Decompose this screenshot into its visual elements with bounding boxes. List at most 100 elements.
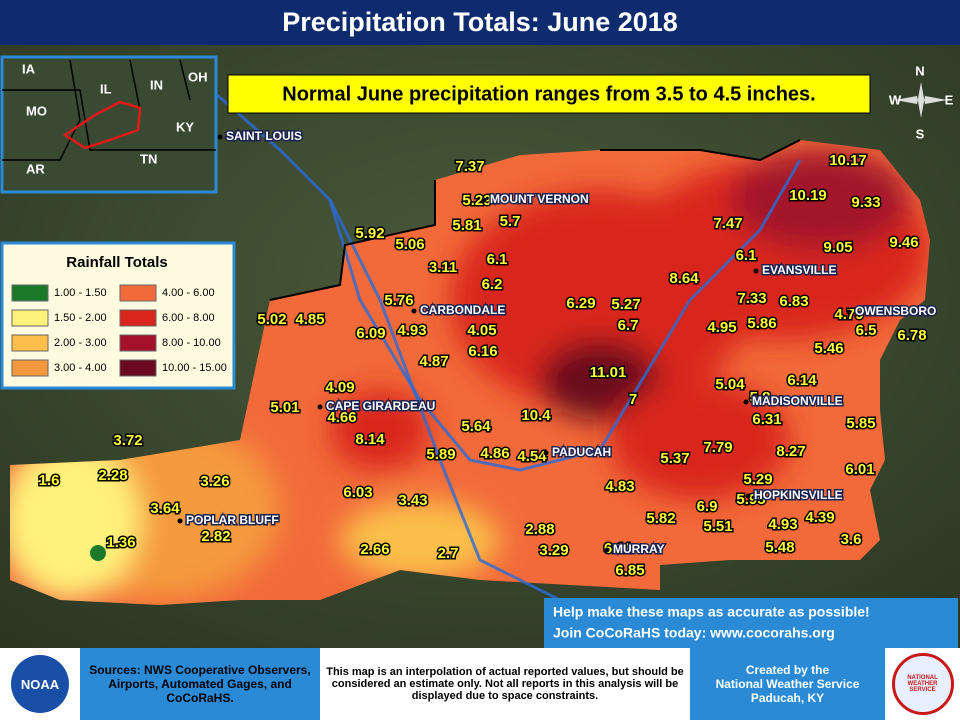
station-value: 5.82 xyxy=(646,510,675,527)
state-label: IL xyxy=(100,81,112,96)
banner xyxy=(227,74,871,114)
station-value: 6.1 xyxy=(736,247,757,264)
city-name: PADUCAH xyxy=(552,445,611,459)
city-name: CAPE GIRARDEAU xyxy=(326,399,435,413)
station-value: 5.89 xyxy=(426,446,455,463)
station-value: 9.33 xyxy=(851,194,880,211)
station-value: 4.54 xyxy=(517,448,547,465)
noaa-logo: NOAA xyxy=(11,655,69,713)
station-value: 9.46 xyxy=(889,234,918,251)
state-label: AR xyxy=(26,161,45,176)
station-value: 5.27 xyxy=(611,296,640,313)
station-value: 4.95 xyxy=(707,319,736,336)
station-value: 4.09 xyxy=(325,379,354,396)
legend-swatch xyxy=(11,309,49,327)
station-value: 4.83 xyxy=(605,478,634,495)
compass-w: W xyxy=(889,92,902,107)
station-value: 6.31 xyxy=(752,411,781,428)
station-value: 1.6 xyxy=(39,472,60,489)
legend-label: 6.00 - 8.00 xyxy=(162,312,215,324)
city-name: EVANSVILLE xyxy=(762,263,836,277)
legend: Rainfall Totals 1.00 - 1.50 4.00 - 6.00 1.… xyxy=(0,241,236,390)
city-dot xyxy=(217,134,223,140)
station-value: 3.6 xyxy=(841,531,862,548)
station-value: 3.26 xyxy=(200,473,229,490)
credit: Created by the National Weather Service … xyxy=(690,648,885,720)
station-value: 7.33 xyxy=(737,290,766,307)
city-name: POPLAR BLUFF xyxy=(186,513,279,527)
state-label: IA xyxy=(22,61,36,76)
city-name: MOUNT VERNON xyxy=(490,192,589,206)
station-value: 8.64 xyxy=(669,270,699,287)
credit-line: Paducah, KY xyxy=(750,691,825,705)
station-value: 5.86 xyxy=(747,315,776,332)
city-name: CARBONDALE xyxy=(420,303,505,317)
compass-n: N xyxy=(915,63,924,78)
station-value: 10.17 xyxy=(829,152,867,169)
station-value: 5.51 xyxy=(703,518,732,535)
city-dot xyxy=(411,308,417,314)
legend-label: 1.00 - 1.50 xyxy=(54,287,107,299)
station-value: 6.83 xyxy=(779,293,808,310)
callout-line: Join CoCoRaHS today: www.cocorahs.org xyxy=(553,625,835,641)
legend-swatch xyxy=(11,334,49,352)
legend-swatch xyxy=(11,359,49,377)
legend-label: 1.50 - 2.00 xyxy=(54,312,107,324)
station-value: 5.29 xyxy=(743,471,772,488)
city-name: OWENSBORO xyxy=(855,304,936,318)
station-value: 6.01 xyxy=(845,461,874,478)
station-value: 6.1 xyxy=(487,251,508,268)
legend-swatch xyxy=(119,309,157,327)
station-value: 2.82 xyxy=(201,528,230,545)
city-name: MURRAY xyxy=(613,542,665,556)
station-value: 5.01 xyxy=(270,399,299,416)
credit-line: National Weather Service xyxy=(715,677,860,691)
station-value: 3.29 xyxy=(539,542,568,559)
city-dot xyxy=(317,404,323,410)
station-value: 4.85 xyxy=(295,311,324,328)
compass: N E S W xyxy=(889,63,954,141)
state-label: MO xyxy=(26,103,47,118)
sources: Sources: NWS Cooperative Observers, Airp… xyxy=(80,648,320,720)
noaa-logo-box: NOAA xyxy=(0,648,80,720)
station-value: 9.05 xyxy=(823,239,852,256)
credit-line: Created by the xyxy=(745,663,830,677)
city-dot xyxy=(604,547,610,553)
station-value: 6.78 xyxy=(897,327,926,344)
station-value: 4.66 xyxy=(327,409,356,426)
station-value: 6.29 xyxy=(566,295,595,312)
station-value: 3.43 xyxy=(398,492,427,509)
station-value: 3.72 xyxy=(113,432,142,449)
station-value: 4.87 xyxy=(419,353,448,370)
nws-logo-box: NATIONAL WEATHER SERVICE xyxy=(885,648,960,720)
station-value: 5.04 xyxy=(715,376,745,393)
station-value: 5.85 xyxy=(846,415,875,432)
city-name: MADISONVILLE xyxy=(752,394,843,408)
legend-swatch xyxy=(119,334,157,352)
legend-label: 10.00 - 15.00 xyxy=(162,362,227,374)
state-label: IN xyxy=(150,77,163,92)
state-label: OH xyxy=(188,69,208,84)
station-value: 5.37 xyxy=(660,450,689,467)
legend-swatch xyxy=(119,284,157,302)
station-labels: 7.37 5.29 5.81 5.7 5.92 5.06 3.11 6.1 6.2 5.76 4.9… xyxy=(37,150,928,580)
station-value: 6.11 xyxy=(604,540,632,557)
station-value: 7.79 xyxy=(703,439,732,456)
station-value: 1.36 xyxy=(106,534,135,551)
state-border xyxy=(269,139,801,301)
city-dot xyxy=(177,518,183,524)
station-value: 2.66 xyxy=(360,541,389,558)
legend-label: 8.00 - 10.00 xyxy=(162,337,221,349)
station-value: 5.76 xyxy=(384,292,413,309)
city-name: SAINT LOUIS xyxy=(226,129,302,143)
station-value: 5.81 xyxy=(452,217,481,234)
city-dot xyxy=(481,197,487,203)
station-value: 5.46 xyxy=(814,340,843,357)
station-value: 6.85 xyxy=(615,562,644,579)
banner-text: Normal June precipitation ranges from 3.… xyxy=(282,83,815,105)
disclaimer: This map is an interpolation of actual r… xyxy=(320,648,690,720)
city-name: HOPKINSVILLE xyxy=(754,488,843,502)
station-value: 6.7 xyxy=(618,317,639,334)
city-dot xyxy=(743,399,749,405)
